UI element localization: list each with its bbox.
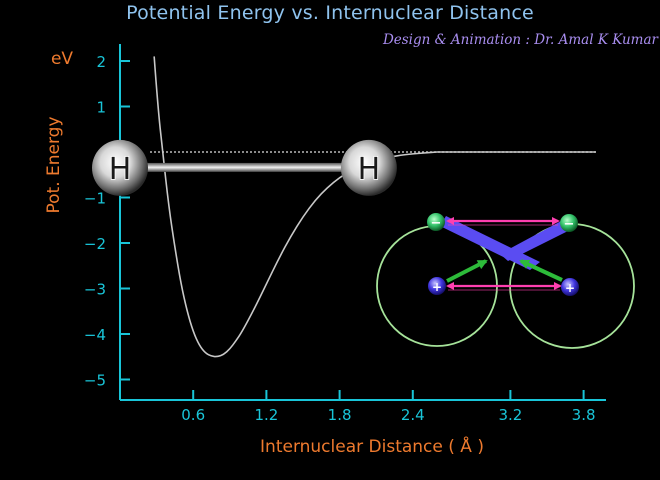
x-tick-label: 3.8 (572, 406, 596, 424)
y-tick-label: −5 (84, 372, 106, 390)
x-tick-label: 3.2 (498, 406, 522, 424)
hydrogen-atom: H (92, 139, 148, 196)
proton-right: + (561, 278, 579, 296)
attraction-band-right-e (500, 220, 572, 261)
electron-right: − (560, 214, 578, 232)
y-tick-label: −1 (84, 190, 106, 208)
y-tick-label: 2 (96, 53, 106, 71)
bond (120, 162, 369, 172)
hydrogen-atom: H (340, 139, 397, 196)
electron-left-sign: − (431, 216, 442, 231)
atom-label: H (109, 152, 132, 187)
y-tick-label: −3 (84, 281, 106, 299)
proton-left: + (428, 277, 446, 295)
y-unit-label: eV (51, 49, 73, 69)
orbital-diagram: − − + + (376, 213, 635, 349)
x-tick-label: 1.8 (328, 406, 352, 424)
x-tick-label: 2.4 (401, 406, 425, 424)
proton-left-sign: + (432, 280, 442, 294)
credit-text: Design & Animation : Dr. Amal K Kumar (382, 32, 658, 48)
y-tick-label: −4 (84, 326, 106, 344)
potential-curve (153, 56, 596, 358)
atom-label: H (358, 152, 381, 187)
x-tick-label: 1.2 (254, 406, 278, 424)
chart-title: Potential Energy vs. Internuclear Distan… (126, 2, 534, 24)
y-axis-label: Pot. Energy (44, 116, 64, 213)
y-tick-label: −2 (84, 235, 106, 253)
y-tick-label: 1 (96, 99, 106, 117)
electron-right-sign: − (564, 217, 575, 232)
y-ticks: 2 1 −1 −2 −3 −4 −5 (84, 53, 130, 390)
attraction-arrow-right (519, 259, 563, 282)
attraction-arrow-left (446, 259, 488, 283)
x-tick-label: 0.6 (181, 406, 205, 424)
x-ticks: 0.6 1.2 1.8 2.4 3.2 3.8 (181, 390, 596, 424)
x-axis-label: Internuclear Distance ( Å ) (260, 435, 484, 457)
proton-right-sign: + (565, 281, 575, 295)
electron-left: − (427, 213, 445, 231)
